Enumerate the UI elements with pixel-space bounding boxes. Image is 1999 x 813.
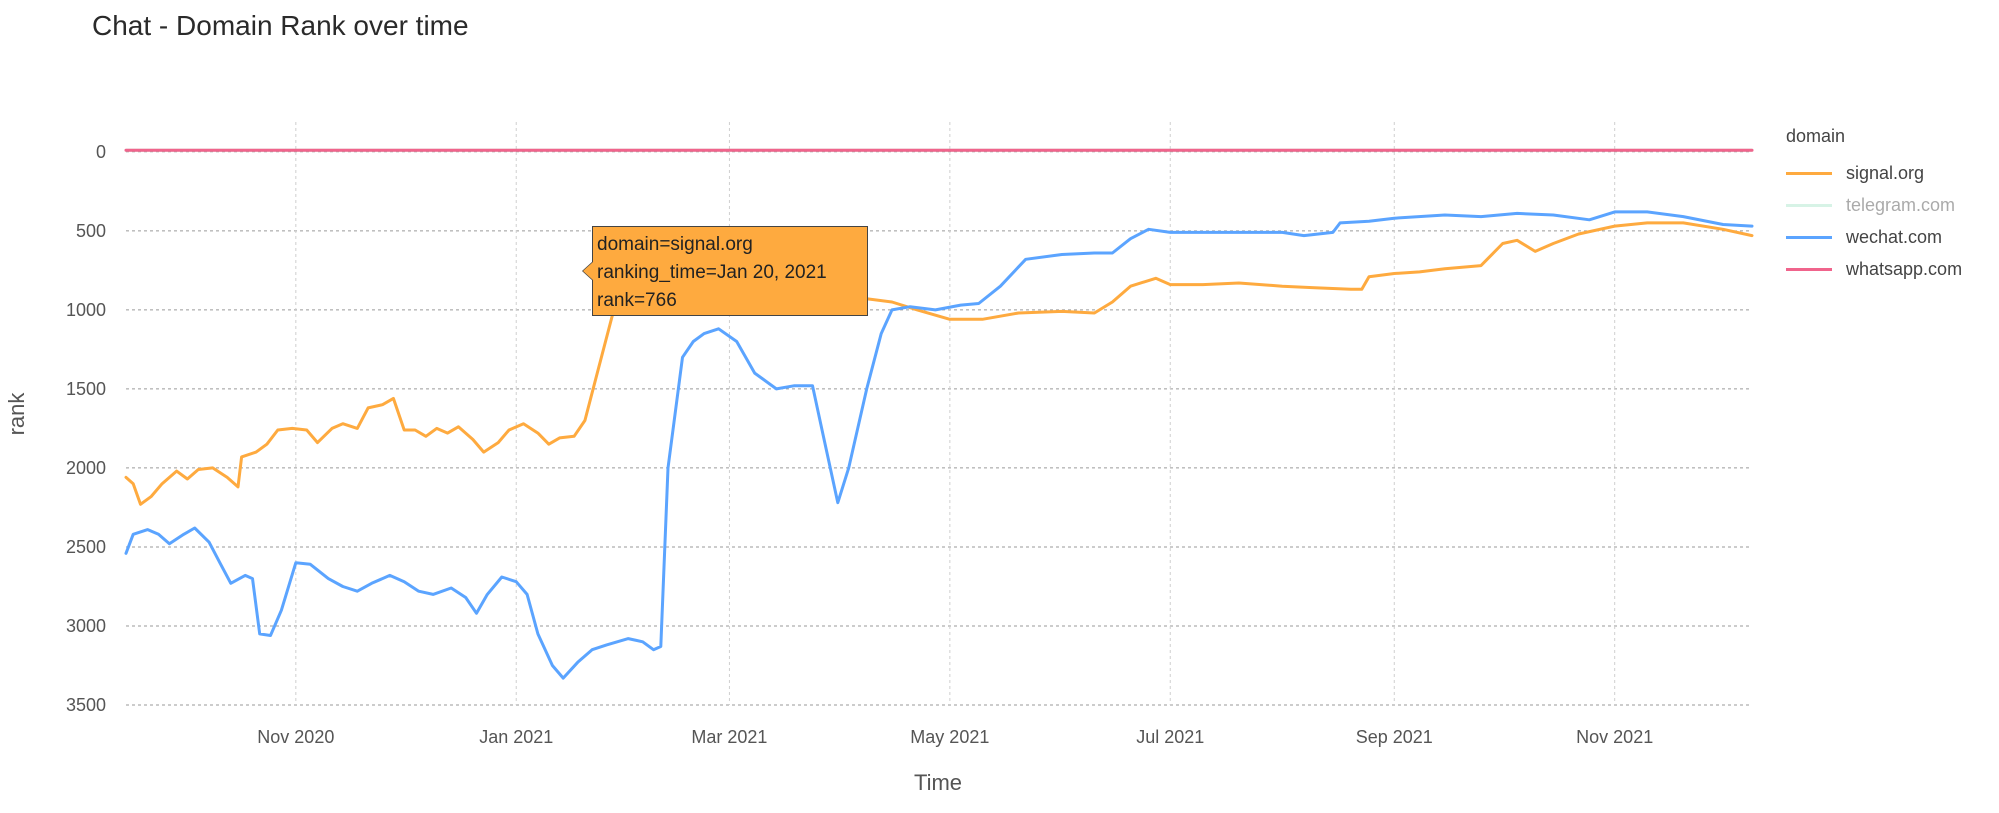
legend-item-telegram-com[interactable]: telegram.com	[1786, 189, 1962, 221]
chart-title: Chat - Domain Rank over time	[92, 10, 469, 41]
legend-label: signal.org	[1846, 162, 1925, 183]
legend: domain signal.org telegram.com wechat.com w…	[1786, 126, 1962, 285]
legend-label: whatsapp.com	[1846, 258, 1963, 279]
y-tick-label: 2000	[66, 458, 106, 478]
y-tick-label: 1500	[66, 379, 106, 399]
legend-swatch	[1786, 203, 1832, 207]
y-tick-label: 1000	[66, 300, 106, 320]
y-tick-label: 2500	[66, 537, 106, 557]
x-axis-title: Time	[914, 770, 962, 795]
grid	[126, 122, 1752, 706]
x-tick-label: Sep 2021	[1356, 727, 1433, 747]
legend-swatch	[1786, 235, 1832, 239]
y-tick-label: 500	[76, 221, 106, 241]
y-tick-label: 3500	[66, 695, 106, 715]
x-tick-label: Nov 2020	[257, 727, 334, 747]
x-tick-label: May 2021	[910, 727, 989, 747]
series-lines	[124, 148, 1754, 680]
legend-item-wechat-com[interactable]: wechat.com	[1786, 221, 1962, 253]
legend-item-signal-org[interactable]: signal.org	[1786, 157, 1962, 189]
x-tick-label: Jul 2021	[1136, 727, 1204, 747]
tooltip-domain: domain=signal.org	[597, 234, 753, 255]
hover-tooltip: domain=signal.org ranking_time=Jan 20, 2…	[582, 226, 868, 316]
legend-swatch	[1786, 171, 1832, 175]
legend-label: telegram.com	[1846, 194, 1956, 215]
tooltip-ranking-time: ranking_time=Jan 20, 2021	[597, 262, 827, 283]
y-tick-label: 0	[96, 142, 106, 162]
x-axis-ticks: Nov 2020 Jan 2021 Mar 2021 May 2021 Jul 2021…	[257, 727, 1653, 747]
y-axis-title: rank	[4, 392, 29, 436]
tooltip-arrow	[582, 261, 593, 281]
x-tick-label: Nov 2021	[1576, 727, 1653, 747]
series-line-wechat-com[interactable]	[124, 210, 1754, 680]
legend-item-whatsapp-com[interactable]: whatsapp.com	[1786, 253, 1962, 285]
series-line-signal-org[interactable]	[124, 221, 1754, 506]
y-tick-label: 3000	[66, 616, 106, 636]
tooltip-rank: rank=766	[597, 290, 677, 311]
x-tick-label: Mar 2021	[691, 727, 767, 747]
legend-title: domain	[1786, 126, 1846, 146]
legend-label: wechat.com	[1846, 226, 1943, 247]
legend-swatch	[1786, 267, 1832, 271]
y-axis-ticks: 0 500 1000 1500 2000 2500 3000 3500	[66, 142, 106, 715]
x-tick-label: Jan 2021	[479, 727, 553, 747]
